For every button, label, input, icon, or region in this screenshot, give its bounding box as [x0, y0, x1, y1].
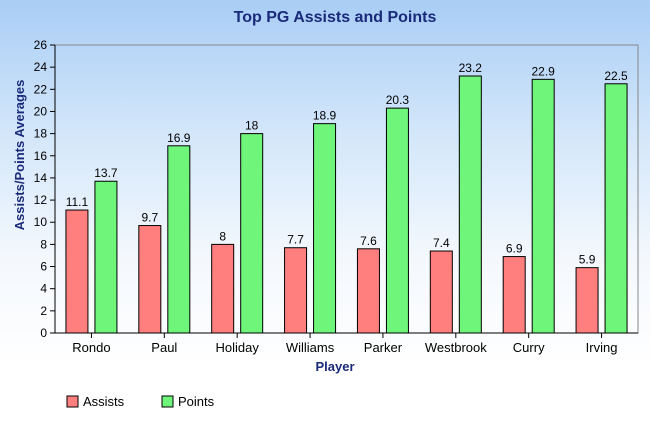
bar-points: [531, 78, 555, 334]
bar-assists: [502, 256, 526, 334]
data-label: 13.7: [94, 166, 118, 180]
bar-assists: [356, 248, 380, 334]
y-tick-label: 0: [40, 326, 47, 340]
legend-swatch-assists: [66, 395, 79, 408]
x-tick-label: Williams: [286, 340, 335, 355]
data-label: 8: [219, 229, 226, 243]
data-label: 7.4: [433, 236, 450, 250]
y-tick-label: 24: [34, 60, 48, 74]
y-tick-label: 10: [34, 215, 48, 229]
legend-label-points: Points: [178, 394, 215, 409]
bar-points: [385, 107, 409, 334]
data-label: 22.5: [604, 69, 628, 83]
data-label: 23.2: [459, 61, 483, 75]
x-tick-label: Paul: [151, 340, 177, 355]
y-tick-label: 14: [34, 171, 48, 185]
bar-assists: [429, 250, 453, 334]
y-tick-label: 6: [40, 260, 47, 274]
y-tick-label: 18: [34, 127, 48, 141]
bar-points: [240, 133, 264, 334]
bar-points: [604, 83, 628, 334]
bar-points: [94, 180, 118, 334]
legend-swatch-points: [161, 395, 174, 408]
bar-assists: [138, 225, 162, 334]
data-label: 7.6: [360, 234, 377, 248]
data-label: 18.9: [313, 109, 337, 123]
y-tick-label: 2: [40, 304, 47, 318]
x-tick-label: Curry: [513, 340, 545, 355]
x-tick-label: Westbrook: [425, 340, 487, 355]
y-axis-title: Assists/Points Averages: [12, 80, 27, 231]
y-tick-label: 4: [40, 282, 47, 296]
data-label: 16.9: [167, 131, 191, 145]
x-tick-label: Rondo: [72, 340, 110, 355]
data-label: 22.9: [532, 64, 556, 78]
x-tick-label: Holiday: [216, 340, 260, 355]
bars: 11.1 13.7 9.7 16.9 8 18 7.7 18.9 7.6 20.3 7.4 23.2 6…: [65, 61, 628, 334]
legend-label-assists: Assists: [83, 394, 125, 409]
data-label: 20.3: [386, 93, 410, 107]
y-tick-label: 26: [34, 38, 48, 52]
data-label: 18: [245, 119, 259, 133]
data-label: 5.9: [579, 253, 596, 267]
bar-points: [167, 145, 191, 334]
bar-assists: [65, 209, 89, 334]
y-tick-label: 12: [34, 193, 48, 207]
data-label: 7.7: [287, 233, 304, 247]
data-label: 9.7: [141, 211, 158, 225]
y-tick-label: 20: [34, 104, 48, 118]
x-tick-label: Parker: [364, 340, 403, 355]
chart-title: Top PG Assists and Points: [234, 9, 437, 26]
legend: Assists Points: [66, 394, 215, 409]
data-label: 6.9: [506, 242, 523, 256]
x-tick-label: Irving: [586, 340, 618, 355]
bar-points: [458, 75, 482, 334]
bar-assists: [211, 243, 235, 334]
y-tick-label: 16: [34, 149, 48, 163]
bar-points: [313, 123, 337, 334]
y-tick-label: 8: [40, 237, 47, 251]
y-tick-label: 22: [34, 82, 48, 96]
x-axis-title: Player: [315, 359, 354, 374]
bar-assists: [575, 267, 599, 334]
bar-assists: [284, 247, 308, 334]
data-label: 11.1: [66, 195, 89, 209]
